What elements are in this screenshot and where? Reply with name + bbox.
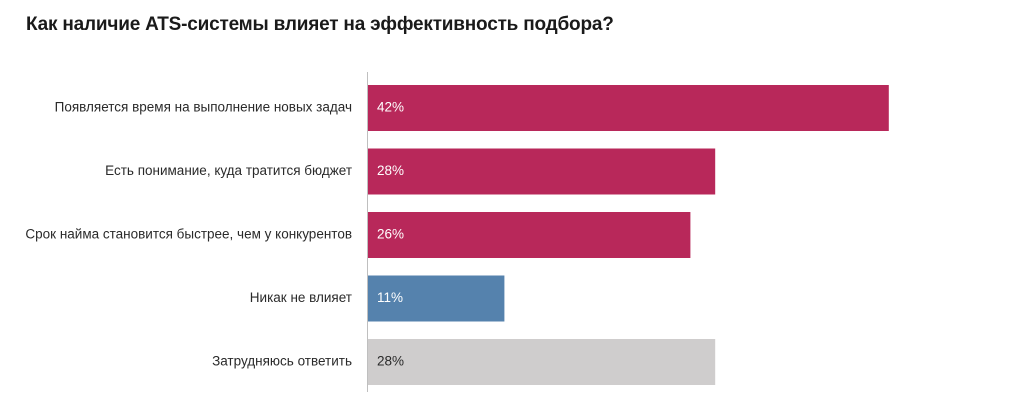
chart-title: Как наличие ATS-системы влияет на эффект… <box>26 14 614 35</box>
value-label: 42% <box>377 100 404 115</box>
category-label: Срок найма становится быстрее, чем у кон… <box>25 227 352 242</box>
category-label: Затрудняюсь ответить <box>212 354 352 369</box>
category-label: Есть понимание, куда тратится бюджет <box>105 163 352 178</box>
bar <box>368 339 716 385</box>
bars-layer: Появляется время на выполнение новых зад… <box>25 85 889 385</box>
value-label: 11% <box>377 290 403 305</box>
bar <box>368 275 505 322</box>
value-label: 26% <box>377 227 404 242</box>
category-label: Никак не влияет <box>250 290 352 305</box>
value-label: 28% <box>377 163 404 178</box>
bar <box>368 148 716 195</box>
bar <box>368 85 889 131</box>
value-label: 28% <box>377 354 404 369</box>
bar <box>368 212 691 258</box>
category-label: Появляется время на выполнение новых зад… <box>55 100 352 115</box>
